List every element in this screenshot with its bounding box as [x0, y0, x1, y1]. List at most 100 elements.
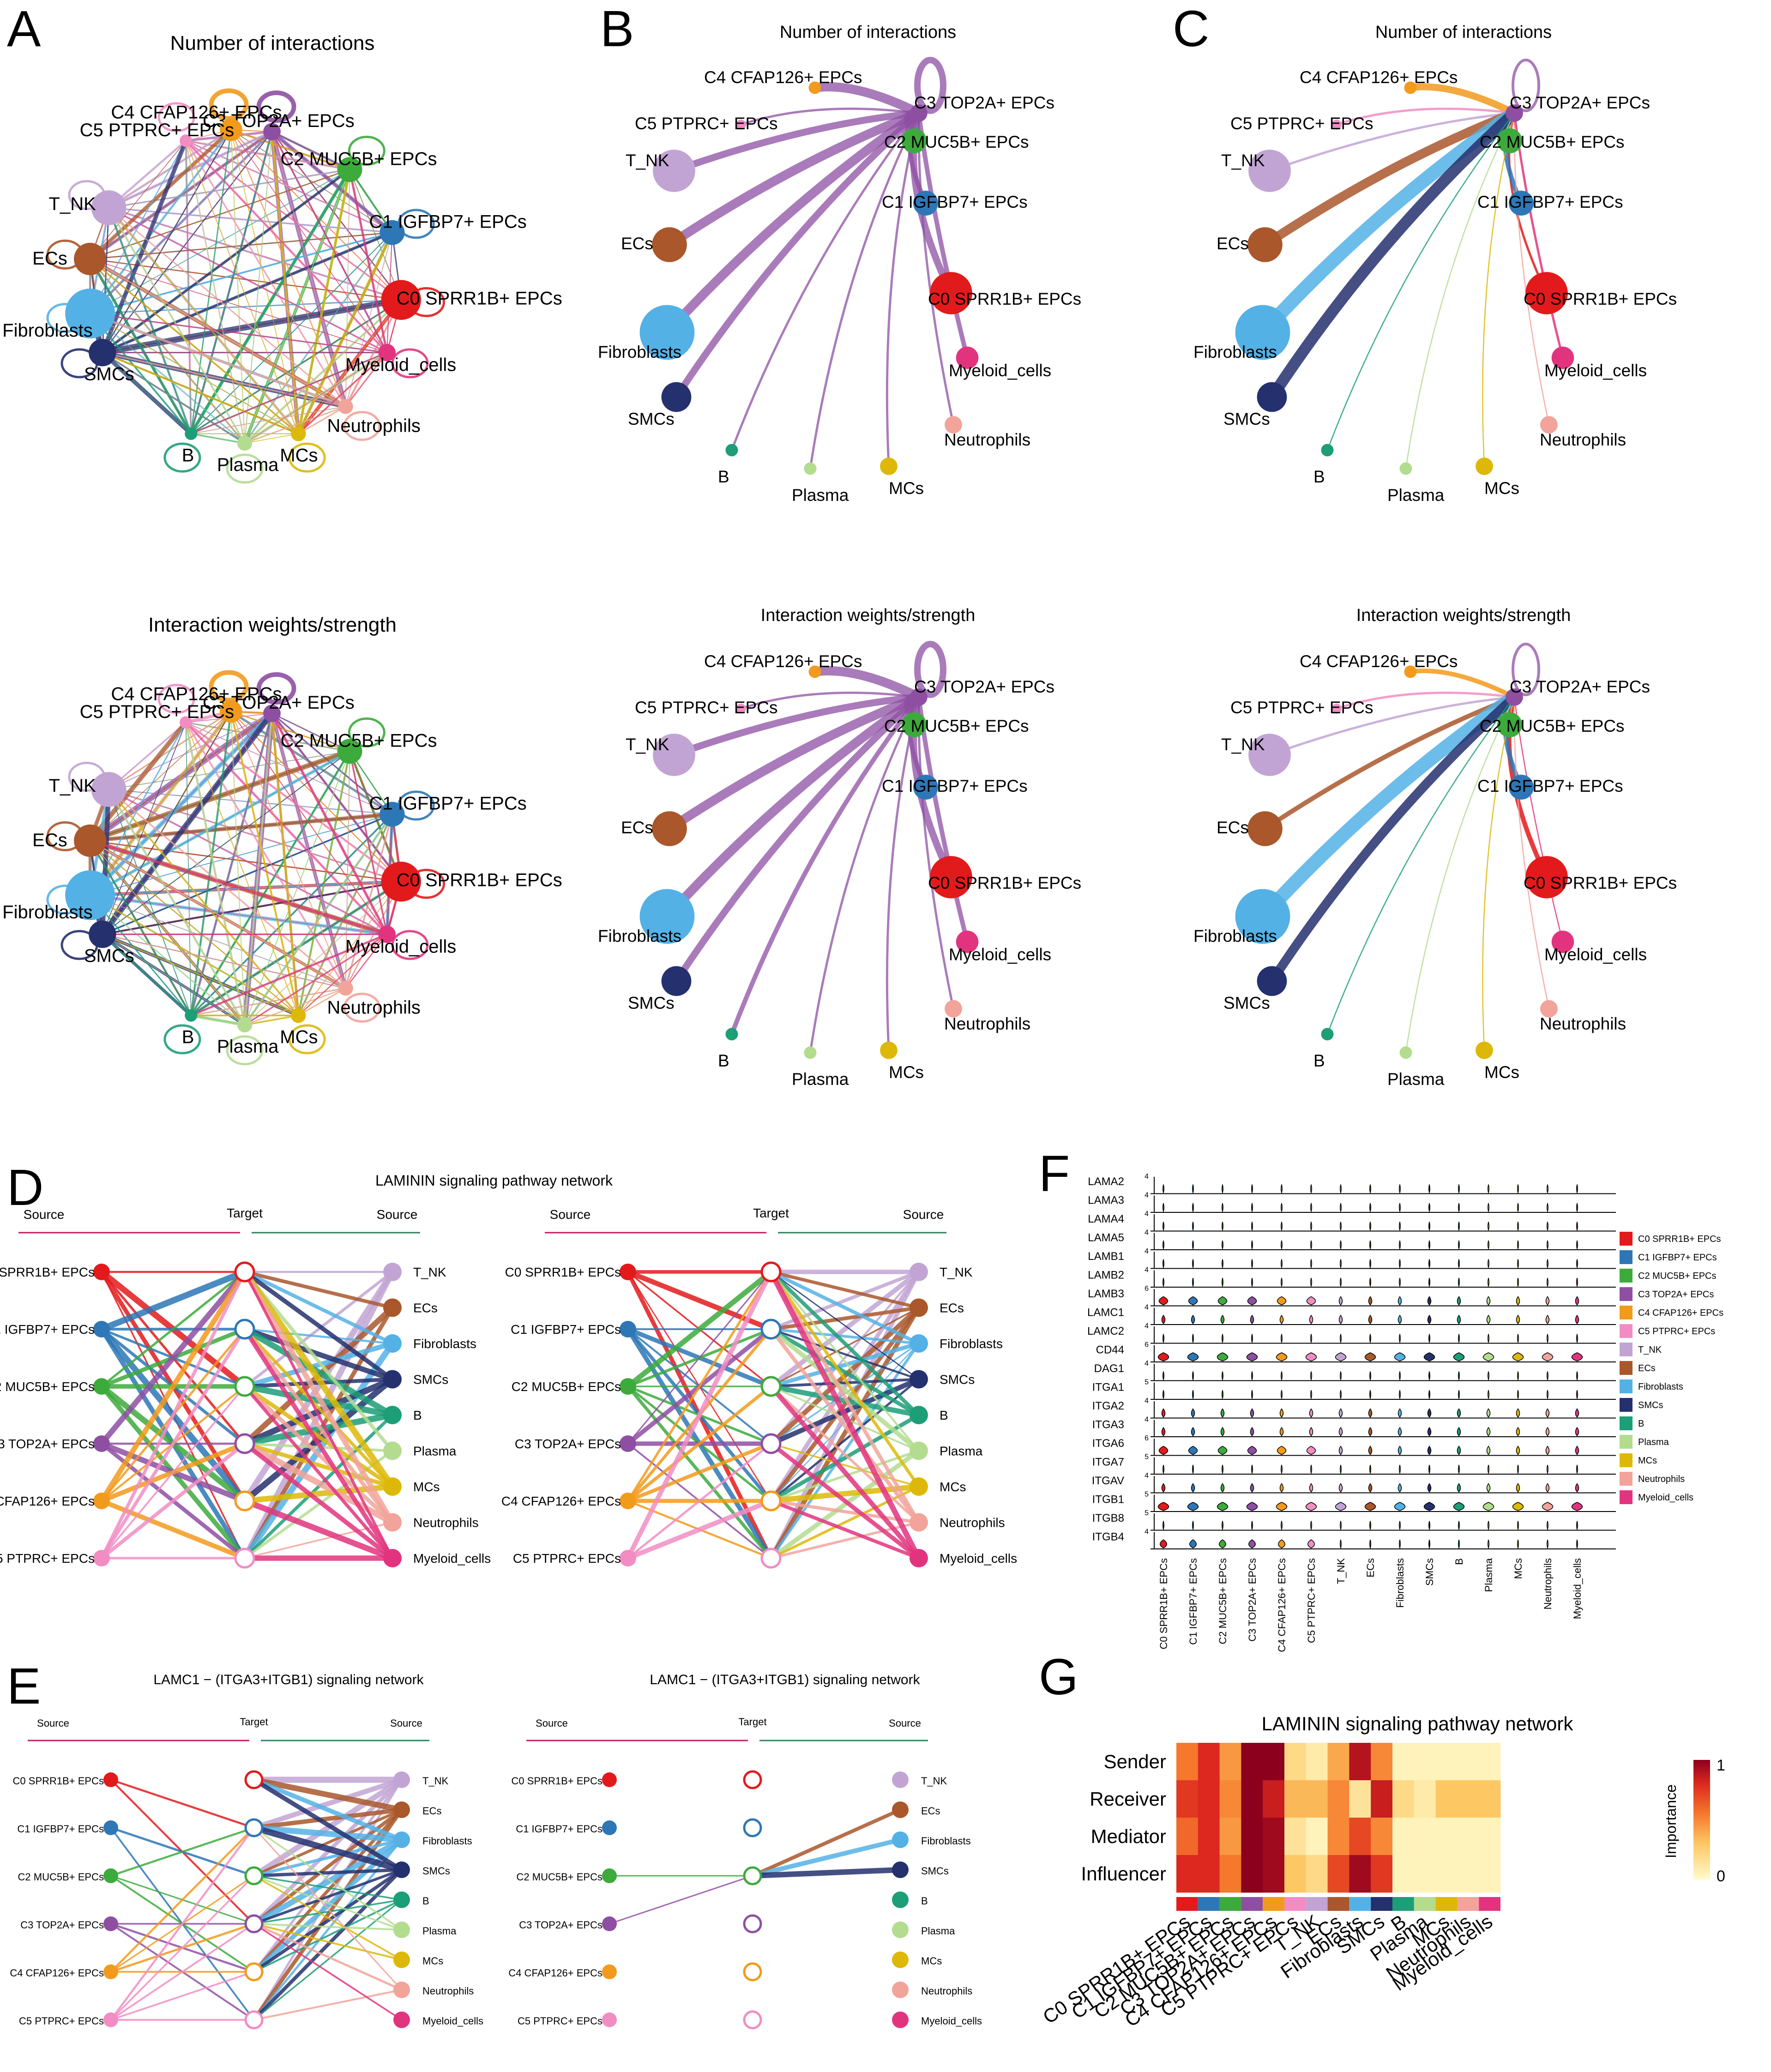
violin: [1188, 1446, 1198, 1455]
target-node: [234, 1261, 255, 1283]
receiver-node: [892, 1861, 909, 1878]
hier-edge: [99, 1270, 247, 1446]
receiver-label: T_NK: [940, 1265, 973, 1279]
receiver-node: [892, 1921, 909, 1938]
network-node: [291, 426, 306, 441]
violin: [1545, 1408, 1550, 1418]
violin: [1369, 1390, 1371, 1400]
violin: [1428, 1371, 1430, 1381]
violin: [1547, 1334, 1548, 1344]
hier-edge: [243, 1442, 394, 1560]
source-label: C5 PTPRC+ EPCs: [518, 2015, 602, 2027]
heatmap-cell: [1241, 1818, 1263, 1855]
heatmap-cell: [1284, 1855, 1307, 1893]
node-label: C0 SPRR1B+ EPCs: [1524, 873, 1677, 892]
node-label: Plasma: [792, 486, 849, 505]
violin: [1222, 1240, 1223, 1250]
violin: [1163, 1259, 1164, 1269]
violin: [1517, 1259, 1519, 1269]
hier-edge: [627, 1443, 772, 1559]
target-node: [244, 2010, 264, 2030]
network-node: [1331, 704, 1342, 714]
violin: [1398, 1483, 1402, 1493]
violin: [1251, 1259, 1253, 1269]
network-node: [380, 801, 405, 827]
network-edge: [108, 789, 387, 935]
receiver-label: MCs: [940, 1480, 966, 1494]
hier-edge: [110, 1827, 255, 2021]
hier-edge: [771, 1271, 919, 1380]
receiver-node: [393, 1921, 410, 1938]
hier-edge: [752, 1867, 901, 1879]
violin: [1517, 1203, 1519, 1213]
receiver-label: SMCs: [921, 1865, 949, 1877]
network-node: [736, 120, 746, 130]
heatmap-cell: [1414, 1743, 1436, 1781]
network-edge: [108, 207, 346, 407]
source-header: Source: [889, 1717, 921, 1729]
violin: [1423, 1352, 1435, 1361]
x-tick-label: ECs: [1365, 1558, 1376, 1578]
network-edge: [191, 406, 346, 434]
hier-edge: [253, 1838, 402, 1878]
network-node: [185, 427, 198, 440]
violin: [1189, 1539, 1197, 1548]
network-node: [263, 705, 281, 723]
source-node: [602, 1916, 617, 1931]
x-tick-label: SMCs: [1424, 1558, 1435, 1586]
column-color-bar: [1349, 1897, 1371, 1911]
receiver-node: [892, 1952, 909, 1968]
legend-label: C2 MUC5B+ EPCs: [1638, 1271, 1717, 1281]
source-node: [620, 1264, 636, 1280]
heatmap-cell: [1284, 1818, 1307, 1855]
node-label: Plasma: [1387, 1070, 1445, 1089]
network-node: [902, 128, 927, 153]
violin: [1547, 1259, 1548, 1269]
violin: [1163, 1371, 1164, 1381]
violin: [1310, 1240, 1312, 1250]
heatmap-cell: [1457, 1818, 1479, 1855]
network-edge: [271, 713, 300, 1016]
violin: [1545, 1483, 1550, 1493]
hub-edge: [1326, 113, 1515, 451]
heatmap-cell: [1241, 1855, 1263, 1893]
violin: [1192, 1203, 1194, 1213]
hub-edge: [1482, 113, 1515, 467]
hier-edge: [253, 1868, 402, 1925]
violin: [1517, 1334, 1519, 1344]
heatmap-row-label: Sender: [1104, 1751, 1166, 1772]
network-edge: [345, 169, 350, 407]
hier-edge: [244, 1326, 393, 1382]
violin: [1281, 1203, 1283, 1213]
node-label: C1 IGFBP7+ EPCs: [1477, 193, 1623, 211]
violin: [1364, 1352, 1376, 1361]
network-node: [1248, 150, 1291, 192]
node-label: C0 SPRR1B+ EPCs: [1524, 289, 1677, 308]
column-color-bar: [1219, 1897, 1241, 1911]
heatmap-cell: [1457, 1855, 1479, 1893]
hier-edge: [242, 1271, 395, 1524]
chart-title: Interaction weights/strength: [148, 614, 397, 636]
hier-edge: [770, 1270, 920, 1345]
network-edge: [90, 313, 299, 434]
violin: [1512, 1502, 1524, 1511]
network-edge: [244, 406, 346, 444]
violin: [1217, 1352, 1229, 1361]
node-label: C2 MUC5B+ EPCs: [281, 149, 437, 169]
hier-edge: [100, 1269, 246, 1332]
node-label: C0 SPRR1B+ EPCs: [928, 873, 1081, 892]
violin: [1310, 1222, 1312, 1232]
network-edge: [298, 352, 388, 434]
x-tick-label: C1 IGFBP7+ EPCs: [1187, 1558, 1199, 1645]
violin: [1310, 1203, 1312, 1213]
source-header: Source: [536, 1717, 568, 1729]
network-node: [1404, 81, 1417, 94]
network-node: [804, 1046, 817, 1059]
x-tick-label: B: [1453, 1558, 1465, 1565]
violin: [1220, 1314, 1225, 1325]
source-node: [93, 1550, 110, 1566]
violin: [1192, 1521, 1194, 1531]
network-edge: [102, 751, 350, 935]
ymax-label: 5: [1145, 1509, 1149, 1517]
ymax-label: 4: [1145, 1192, 1149, 1199]
